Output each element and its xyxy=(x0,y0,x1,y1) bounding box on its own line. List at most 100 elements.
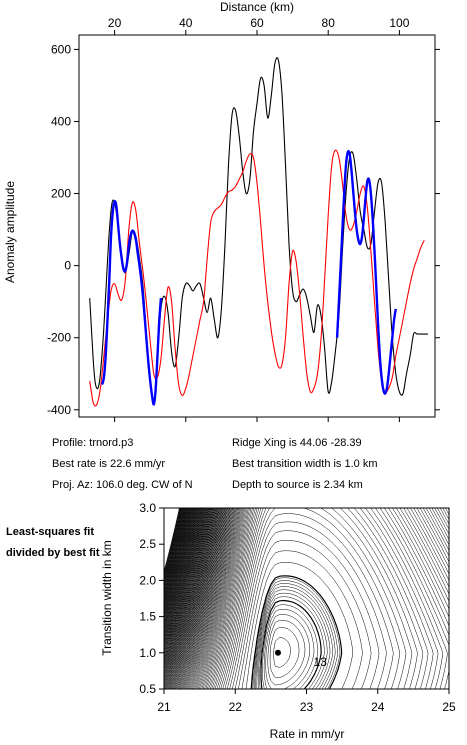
contour-line xyxy=(209,508,448,689)
top-y-tick-label: -200 xyxy=(47,331,71,345)
contour-line xyxy=(164,508,200,641)
top-x-tick-label: 20 xyxy=(108,16,122,30)
contour-line xyxy=(198,508,449,689)
contour-line xyxy=(187,508,449,689)
contour-line xyxy=(191,508,449,689)
contour-line xyxy=(245,562,353,689)
misfit-contour-chart: 21 22 23 24 25 0.5 1.0 1.5 2.0 2.5 3.0 13 Rate in… xyxy=(100,501,456,741)
contour-line xyxy=(257,592,328,689)
bottom-y-ticks: 0.5 1.0 1.5 2.0 2.5 3.0 xyxy=(139,501,164,696)
contour-line xyxy=(183,508,449,689)
contour-line xyxy=(178,508,227,689)
bottom-x-ticks: 21 22 23 24 25 xyxy=(157,689,456,714)
contour-line xyxy=(165,508,217,689)
bottom-x-tick-label: 22 xyxy=(229,700,243,714)
contour-line xyxy=(216,508,429,689)
contour-line xyxy=(184,508,449,689)
contour-line xyxy=(173,508,223,689)
contour-line xyxy=(186,508,449,689)
contour-line xyxy=(164,508,202,649)
contour-line xyxy=(267,619,306,686)
bottom-x-tick-label: 23 xyxy=(300,700,314,714)
contour-line xyxy=(167,508,219,689)
bottom-y-tick-label: 2.5 xyxy=(139,537,156,551)
contour-line xyxy=(164,508,201,645)
depth-info: Depth to source is 2.34 km xyxy=(232,479,363,491)
contour-line xyxy=(164,508,192,615)
contour-line xyxy=(204,508,449,689)
contour-line xyxy=(172,508,223,689)
contour-line xyxy=(220,508,418,689)
contour-line xyxy=(164,508,193,619)
contour-line xyxy=(182,508,230,689)
contour-line xyxy=(238,540,372,689)
contour-line xyxy=(164,508,180,572)
top-x-tick-label: 100 xyxy=(389,16,409,30)
top-x-tick-label: 60 xyxy=(250,16,264,30)
contour-line xyxy=(263,608,315,689)
contour-line xyxy=(164,508,196,631)
contour-line xyxy=(164,508,206,662)
contour-line xyxy=(166,508,218,689)
contour-line xyxy=(164,508,216,689)
profile-info: Profile: trnord.p3 xyxy=(52,437,134,449)
contour-line xyxy=(164,508,181,575)
contour-line xyxy=(175,508,225,689)
contour-line xyxy=(265,614,311,689)
contour-line xyxy=(164,508,191,611)
contour-line xyxy=(164,508,215,689)
contour-line xyxy=(164,508,210,673)
top-x-ticks: 20 40 60 80 100 xyxy=(108,16,410,422)
bottom-y-tick-label: 3.0 xyxy=(139,501,156,515)
contour-line xyxy=(164,508,216,689)
contour-line xyxy=(231,521,387,689)
contour-line xyxy=(254,583,336,689)
bottom-y-tick-label: 2.0 xyxy=(139,573,156,587)
contour-line xyxy=(214,508,434,689)
contour-line xyxy=(250,575,343,689)
contour-line xyxy=(170,508,221,689)
bottom-y-axis-label: Transition width in km xyxy=(100,540,114,656)
top-y-tick-label: 400 xyxy=(51,114,71,128)
contour-line xyxy=(164,508,190,607)
top-x-axis-label: Distance (km) xyxy=(220,0,294,14)
contour-line xyxy=(164,508,205,658)
contour-line xyxy=(188,508,449,689)
contour-line xyxy=(273,637,291,668)
contour-line xyxy=(168,508,220,689)
contour-line xyxy=(164,508,213,681)
contour-line xyxy=(200,508,449,689)
contour-line xyxy=(262,604,318,689)
contour-line xyxy=(164,508,195,627)
top-plot-frame xyxy=(78,34,436,418)
top-y-axis-label: Anomaly amplitude xyxy=(3,181,17,283)
contour-line xyxy=(175,508,225,689)
contour-line xyxy=(164,508,194,623)
contour-line xyxy=(181,508,229,689)
contour-line xyxy=(179,508,228,689)
top-series xyxy=(89,57,428,407)
best-fit-point xyxy=(275,649,281,656)
top-y-ticks: -400 -200 0 200 400 600 xyxy=(47,42,440,417)
contour-line xyxy=(256,589,331,689)
contour-line xyxy=(208,508,449,689)
contour-line xyxy=(260,599,322,689)
bottom-x-axis-label: Rate in mm/yr xyxy=(270,727,345,741)
contour-line xyxy=(259,596,325,689)
bottom-y-tick-label: 1.5 xyxy=(139,610,156,624)
contour-line xyxy=(169,508,220,689)
bottom-x-tick-label: 24 xyxy=(371,700,385,714)
top-y-tick-label: 600 xyxy=(51,42,71,56)
contour-line xyxy=(190,508,449,689)
top-x-tick-label: 40 xyxy=(179,16,193,30)
contour-line xyxy=(196,508,449,689)
contour-line xyxy=(206,508,449,689)
contour-line xyxy=(205,508,449,689)
contour-line xyxy=(164,508,203,654)
top-x-tick-label: 80 xyxy=(322,16,336,30)
contour-line xyxy=(213,508,439,689)
contour-label: 13 xyxy=(314,655,328,669)
bottom-y-tick-label: 0.5 xyxy=(139,682,156,696)
contour-line xyxy=(201,508,449,689)
